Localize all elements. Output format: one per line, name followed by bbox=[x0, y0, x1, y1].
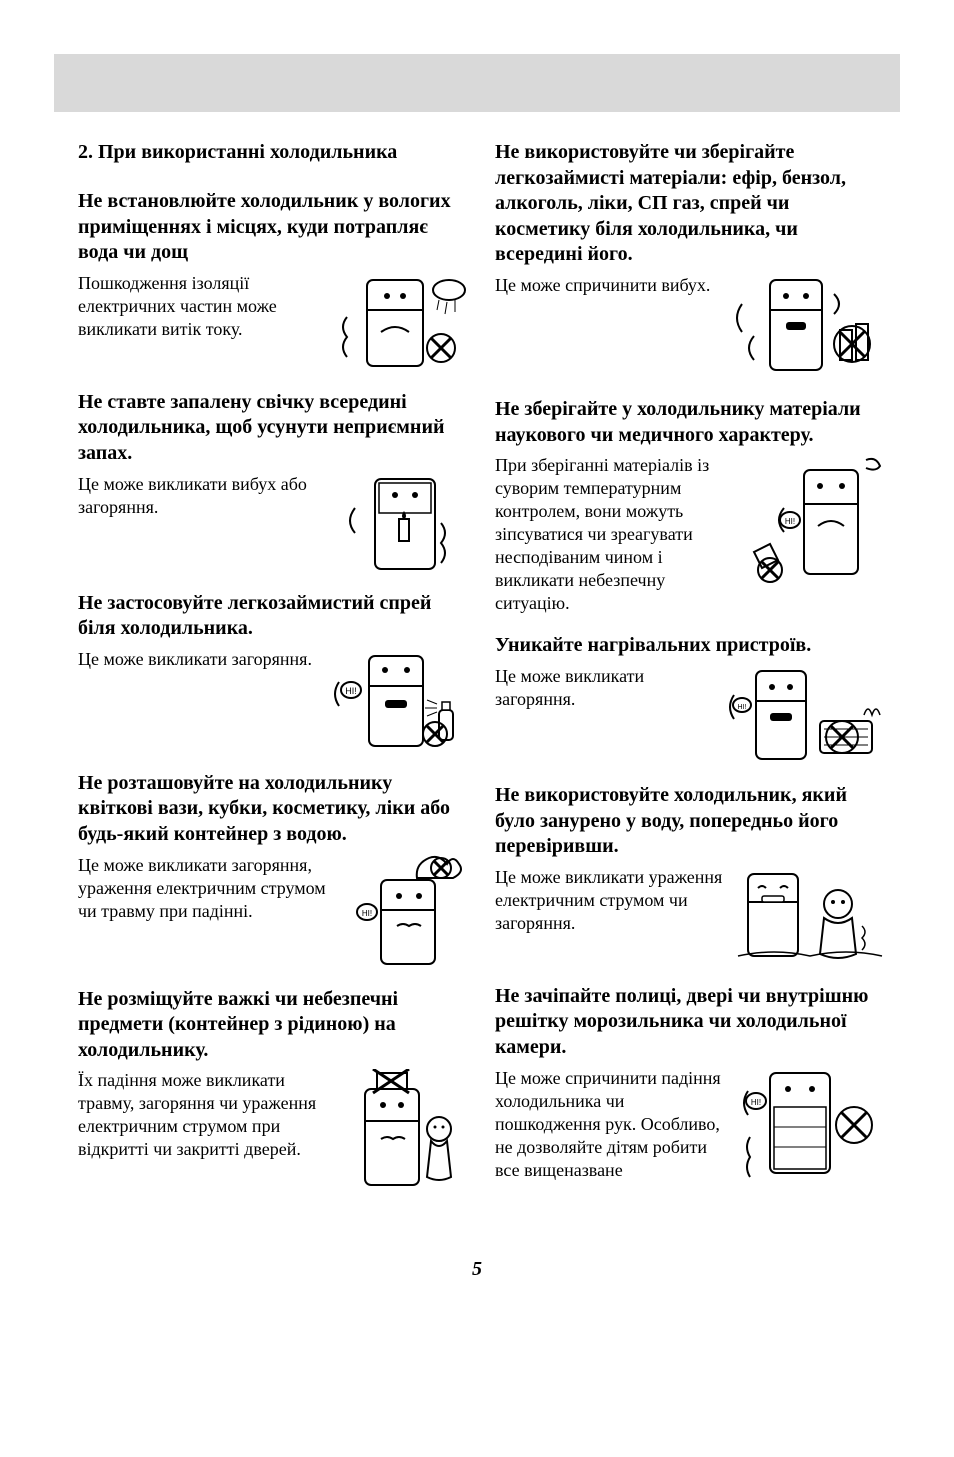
header-bar bbox=[54, 54, 900, 112]
right-column: Не використовуйте чи зберігайте легкозай… bbox=[495, 140, 884, 1212]
warning-body: Це може викликати загоряння. bbox=[495, 665, 716, 711]
warning-block: Не зберігайте у холодильнику матеріали н… bbox=[495, 397, 884, 615]
fridge-medical-icon: HI! bbox=[734, 454, 884, 584]
warning-block: Не розташовуйте на холодильнику квіткові… bbox=[78, 771, 467, 969]
warning-body: Пошкодження ізоляції електричних частин … bbox=[78, 272, 329, 341]
warning-block: Не використовуйте чи зберігайте легкозай… bbox=[495, 140, 884, 379]
warning-body: Це може спричинити падіння холодильника … bbox=[495, 1067, 726, 1182]
warning-block: Не зачіпайте полиці, двері чи внутрішню … bbox=[495, 984, 884, 1182]
warning-heading: Не розташовуйте на холодильнику квіткові… bbox=[78, 771, 467, 848]
warning-body: Це може викликати ураження електричним с… bbox=[495, 866, 726, 935]
warning-heading: Не застосовуйте легкозаймистий спрей біл… bbox=[78, 591, 467, 642]
warning-body: Це може викликати вибух або загоряння. bbox=[78, 473, 329, 519]
fridge-heater-icon: HI! bbox=[724, 665, 884, 765]
warning-heading: Не використовуйте холодильник, який було… bbox=[495, 783, 884, 860]
fridge-vase-icon: HI! bbox=[347, 854, 467, 969]
warning-heading: Не використовуйте чи зберігайте легкозай… bbox=[495, 140, 884, 268]
left-column: 2. При використанні холодильника Не вста… bbox=[78, 140, 467, 1212]
warning-heading: Не встановлюйте холодильник у вологих пр… bbox=[78, 189, 467, 266]
warning-heading: Не зачіпайте полиці, двері чи внутрішню … bbox=[495, 984, 884, 1061]
warning-body: Це може спричинити вибух. bbox=[495, 274, 716, 297]
svg-text:HI!: HI! bbox=[345, 686, 357, 696]
warning-heading: Уникайте нагрівальних пристроїв. bbox=[495, 633, 884, 659]
fridge-water-icon bbox=[734, 866, 884, 966]
svg-text:HI!: HI! bbox=[785, 517, 795, 526]
warning-heading: Не розміщуйте важкі чи небезпечні предме… bbox=[78, 987, 467, 1064]
warning-heading: Не зберігайте у холодильнику матеріали н… bbox=[495, 397, 884, 448]
fridge-rain-icon bbox=[337, 272, 467, 372]
fridge-shelves-icon: HI! bbox=[734, 1067, 884, 1182]
warning-heading: Не ставте запалену свічку всередині холо… bbox=[78, 390, 467, 467]
content-area: 2. При використанні холодильника Не вста… bbox=[0, 112, 954, 1212]
fridge-spray-icon: HI! bbox=[327, 648, 467, 753]
section-title-block: 2. При використанні холодильника bbox=[78, 140, 467, 171]
warning-body: Це може викликати загоряння, ураження ел… bbox=[78, 854, 339, 923]
page-number: 5 bbox=[0, 1212, 954, 1311]
warning-body: Це може викликати загоряння. bbox=[78, 648, 319, 671]
warning-block: Не застосовуйте легкозаймистий спрей біл… bbox=[78, 591, 467, 753]
warning-block: Не використовуйте холодильник, який було… bbox=[495, 783, 884, 966]
warning-body: При зберіганні матеріалів із суворим тем… bbox=[495, 454, 726, 615]
svg-text:HI!: HI! bbox=[738, 704, 747, 711]
warning-block: Не встановлюйте холодильник у вологих пр… bbox=[78, 189, 467, 372]
fridge-flammable-icon bbox=[724, 274, 884, 379]
warning-body: Їх падіння може викликати травму, загоря… bbox=[78, 1069, 339, 1161]
section-title: 2. При використанні холодильника bbox=[78, 140, 467, 165]
warning-block: Уникайте нагрівальних пристроїв. Це може… bbox=[495, 633, 884, 765]
warning-block: Не ставте запалену свічку всередині холо… bbox=[78, 390, 467, 573]
svg-text:HI!: HI! bbox=[751, 1098, 761, 1107]
svg-text:HI!: HI! bbox=[362, 909, 372, 918]
fridge-candle-icon bbox=[337, 473, 467, 573]
fridge-heavy-icon bbox=[347, 1069, 467, 1194]
warning-block: Не розміщуйте важкі чи небезпечні предме… bbox=[78, 987, 467, 1195]
